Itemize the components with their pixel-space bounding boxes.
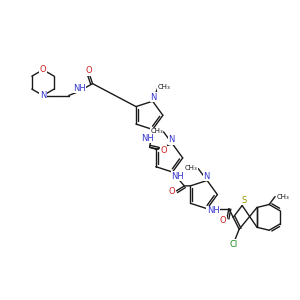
Text: NH: NH bbox=[207, 206, 219, 215]
Text: N: N bbox=[40, 91, 46, 100]
Text: N: N bbox=[203, 172, 209, 181]
Text: CH₃: CH₃ bbox=[150, 128, 163, 134]
Text: NH: NH bbox=[73, 84, 86, 93]
Text: O: O bbox=[85, 66, 92, 75]
Text: O: O bbox=[160, 146, 167, 155]
Text: O: O bbox=[168, 188, 175, 196]
Text: S: S bbox=[242, 196, 247, 205]
Text: NH: NH bbox=[171, 172, 184, 181]
Text: N: N bbox=[150, 93, 157, 102]
Text: O: O bbox=[220, 216, 226, 225]
Text: CH₃: CH₃ bbox=[277, 194, 290, 200]
Text: NH: NH bbox=[141, 134, 154, 143]
Text: O: O bbox=[40, 65, 46, 74]
Text: CH₃: CH₃ bbox=[157, 84, 170, 90]
Text: CH₃: CH₃ bbox=[185, 165, 198, 171]
Text: N: N bbox=[168, 135, 175, 144]
Text: Cl: Cl bbox=[229, 240, 237, 249]
